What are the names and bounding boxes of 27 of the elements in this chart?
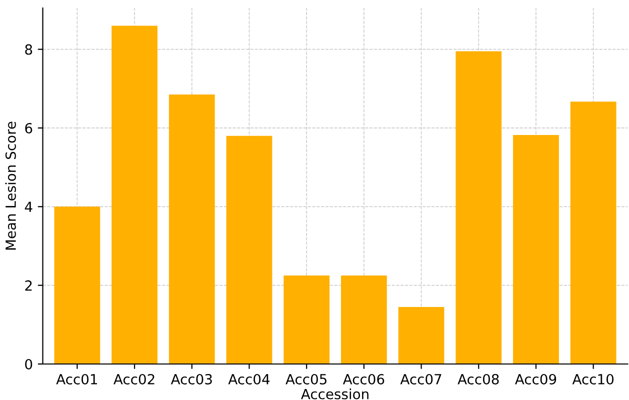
y-tick-label: 6 [25, 122, 32, 134]
y-tick-label: 8 [25, 44, 32, 55]
x-tick-label: Acc09 [514, 374, 556, 384]
x-tick-label: Acc07 [400, 374, 442, 384]
bar [513, 135, 559, 364]
bar [284, 275, 330, 364]
y-tick-label: 0 [25, 358, 32, 370]
x-tick-label: Acc08 [458, 374, 499, 384]
x-tick-label: Acc10 [572, 374, 614, 384]
x-tick-label: Acc04 [228, 374, 270, 384]
y-tick-label: 4 [24, 202, 32, 212]
bar [54, 206, 100, 364]
bar [340, 275, 387, 364]
bar [226, 136, 272, 364]
x-tick-label: Acc02 [114, 374, 154, 384]
x-tick-label: Acc01 [56, 374, 97, 384]
y-tick-label: 2 [25, 280, 32, 291]
x-tick-label: Acc05 [286, 374, 326, 384]
x-tick-label: Acc06 [342, 374, 384, 384]
bar [456, 51, 502, 364]
x-axis-title: Accession [301, 388, 368, 400]
bar [398, 306, 444, 364]
bar [570, 102, 616, 364]
bar [168, 94, 215, 364]
x-tick-label: Acc03 [170, 374, 212, 384]
y-axis-title: Mean Lesion Score [5, 122, 16, 250]
bar [112, 26, 158, 364]
